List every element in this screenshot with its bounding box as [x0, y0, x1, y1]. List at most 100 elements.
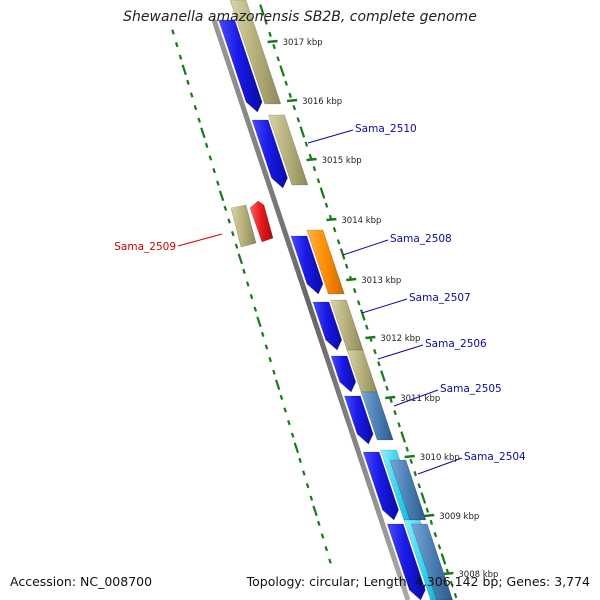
- cds-reverse[interactable]: [344, 395, 374, 445]
- ring-tick: [186, 79, 190, 85]
- cds-sama-2508[interactable]: [306, 229, 345, 295]
- ring-tick: [312, 166, 317, 172]
- ring-tick: [253, 306, 258, 312]
- cds-forward-steel[interactable]: [410, 523, 454, 600]
- map-title: Shewanella amazonensis SB2B, complete ge…: [123, 9, 477, 25]
- scale-major-tick: [365, 335, 376, 340]
- gene-label[interactable]: Sama_2506: [425, 338, 487, 350]
- ring-tick: [284, 80, 288, 86]
- ring-tick: [312, 505, 318, 517]
- ring-tick: [298, 457, 302, 463]
- gene-label[interactable]: Sama_2504: [464, 451, 526, 463]
- ring-tick: [417, 483, 422, 489]
- ring-tick: [305, 483, 310, 489]
- ring-tick: [317, 520, 321, 526]
- ring-tick: [268, 31, 272, 37]
- ring-tick: [237, 253, 243, 265]
- cds-reverse[interactable]: [386, 523, 426, 600]
- ring-tick: [319, 187, 326, 199]
- cds-reverse[interactable]: [218, 19, 263, 113]
- ring-tick: [274, 379, 281, 391]
- cds-sama-2505[interactable]: [360, 391, 394, 441]
- cds-sama-2504-overlap[interactable]: [389, 459, 427, 521]
- label-connector: [417, 457, 463, 475]
- ring-tick: [380, 370, 386, 382]
- ring-tick: [409, 458, 413, 464]
- ring-tick: [440, 553, 447, 565]
- ring-tick: [316, 178, 321, 184]
- tick-ring-outer: 3017 kbp 3016 kbp 3015 kbp 3014 kbp 3013 kbp…: [259, 4, 498, 599]
- ring-tick: [385, 385, 389, 391]
- ring-tick: [336, 239, 341, 245]
- scale-tick-label: 3016 kbp: [302, 97, 342, 107]
- ring-tick: [413, 471, 418, 477]
- cds-forward[interactable]: [268, 114, 309, 186]
- ring-tick: [208, 155, 213, 161]
- label-connector: [177, 233, 223, 247]
- ring-tick: [397, 422, 401, 428]
- ring-tick: [429, 519, 434, 525]
- cds-forward[interactable]: [329, 299, 364, 351]
- ring-tick: [256, 316, 262, 328]
- ring-tick: [242, 268, 246, 274]
- ring-tick: [283, 407, 287, 413]
- cds-reverse[interactable]: [362, 451, 399, 521]
- tick-ring-inner: [171, 29, 332, 564]
- scale-major-tick: [404, 454, 415, 459]
- ring-tick: [272, 369, 276, 375]
- ring-tick: [234, 243, 239, 249]
- gene-label[interactable]: Sama_2507: [409, 292, 471, 304]
- ring-tick: [231, 231, 235, 237]
- ring-tick: [433, 532, 438, 538]
- scale-major-tick: [346, 277, 357, 282]
- genome-backbone: [211, 19, 411, 600]
- ring-tick: [276, 56, 280, 62]
- ring-tick: [227, 218, 231, 224]
- ring-tick: [216, 180, 220, 186]
- ring-tick: [264, 19, 268, 25]
- ring-tick: [400, 431, 406, 443]
- ring-tick: [178, 54, 183, 60]
- scale-tick-label: 3009 kbp: [439, 512, 479, 522]
- ring-tick: [171, 29, 175, 35]
- ring-tick: [352, 288, 357, 294]
- ring-tick: [174, 42, 179, 48]
- cds-reverse[interactable]: [251, 119, 288, 189]
- ring-tick: [245, 281, 250, 287]
- cds-reverse[interactable]: [330, 355, 357, 393]
- cds-reverse[interactable]: [312, 301, 343, 351]
- ring-tick: [405, 446, 409, 452]
- ring-tick: [425, 507, 430, 513]
- cds-forward[interactable]: [229, 0, 282, 105]
- ring-tick: [453, 593, 458, 599]
- ring-tick: [197, 117, 201, 123]
- scale-major-tick: [424, 513, 435, 518]
- scale-major-tick: [385, 395, 396, 400]
- scale-tick-label: 3012 kbp: [380, 334, 420, 344]
- ring-tick: [328, 558, 332, 564]
- scale-major-tick: [443, 571, 454, 576]
- ring-tick: [344, 263, 349, 269]
- ring-tick: [393, 410, 397, 416]
- scale-major-tick: [286, 98, 298, 103]
- ring-tick: [359, 309, 366, 321]
- ring-tick: [377, 361, 381, 367]
- ring-tick: [292, 105, 297, 111]
- cds-forward[interactable]: [230, 204, 257, 248]
- gene-label[interactable]: Sama_2505: [440, 383, 502, 395]
- ring-tick: [288, 92, 293, 98]
- ring-tick: [287, 420, 291, 426]
- gene-label[interactable]: Sama_2510: [355, 123, 417, 135]
- scale-major-tick: [326, 217, 337, 222]
- gene-label[interactable]: Sama_2509: [114, 241, 176, 253]
- ring-tick: [320, 533, 325, 539]
- scale-major-tick: [267, 39, 278, 44]
- gene-label[interactable]: Sama_2508: [390, 233, 452, 245]
- cds-reverse[interactable]: [290, 235, 324, 295]
- label-connector: [393, 389, 439, 407]
- cds-sama-2509[interactable]: [249, 200, 274, 243]
- ring-tick: [296, 117, 301, 123]
- ring-tick: [293, 442, 300, 454]
- scale-tick-label: 3015 kbp: [322, 156, 362, 166]
